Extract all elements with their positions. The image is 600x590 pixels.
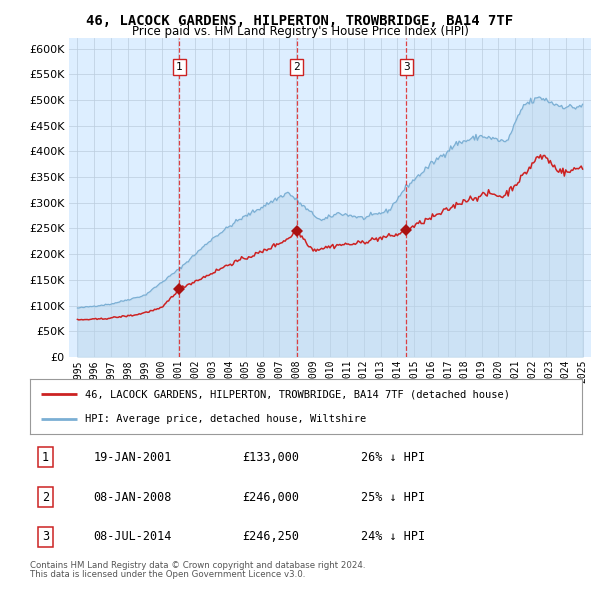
Text: 25% ↓ HPI: 25% ↓ HPI xyxy=(361,490,425,504)
Text: This data is licensed under the Open Government Licence v3.0.: This data is licensed under the Open Gov… xyxy=(30,570,305,579)
Text: 3: 3 xyxy=(42,530,49,543)
Text: 24% ↓ HPI: 24% ↓ HPI xyxy=(361,530,425,543)
Text: 1: 1 xyxy=(42,451,49,464)
Text: 26% ↓ HPI: 26% ↓ HPI xyxy=(361,451,425,464)
Text: 1: 1 xyxy=(176,61,182,71)
Text: £246,000: £246,000 xyxy=(242,490,299,504)
Text: £246,250: £246,250 xyxy=(242,530,299,543)
Text: 2: 2 xyxy=(293,61,300,71)
Text: 19-JAN-2001: 19-JAN-2001 xyxy=(94,451,172,464)
Text: 46, LACOCK GARDENS, HILPERTON, TROWBRIDGE, BA14 7TF: 46, LACOCK GARDENS, HILPERTON, TROWBRIDG… xyxy=(86,14,514,28)
Text: HPI: Average price, detached house, Wiltshire: HPI: Average price, detached house, Wilt… xyxy=(85,414,367,424)
Text: Price paid vs. HM Land Registry's House Price Index (HPI): Price paid vs. HM Land Registry's House … xyxy=(131,25,469,38)
Text: 46, LACOCK GARDENS, HILPERTON, TROWBRIDGE, BA14 7TF (detached house): 46, LACOCK GARDENS, HILPERTON, TROWBRIDG… xyxy=(85,389,510,399)
Text: 2: 2 xyxy=(42,490,49,504)
Text: £133,000: £133,000 xyxy=(242,451,299,464)
Text: 08-JUL-2014: 08-JUL-2014 xyxy=(94,530,172,543)
Text: 08-JAN-2008: 08-JAN-2008 xyxy=(94,490,172,504)
Text: 3: 3 xyxy=(403,61,409,71)
Text: Contains HM Land Registry data © Crown copyright and database right 2024.: Contains HM Land Registry data © Crown c… xyxy=(30,560,365,569)
